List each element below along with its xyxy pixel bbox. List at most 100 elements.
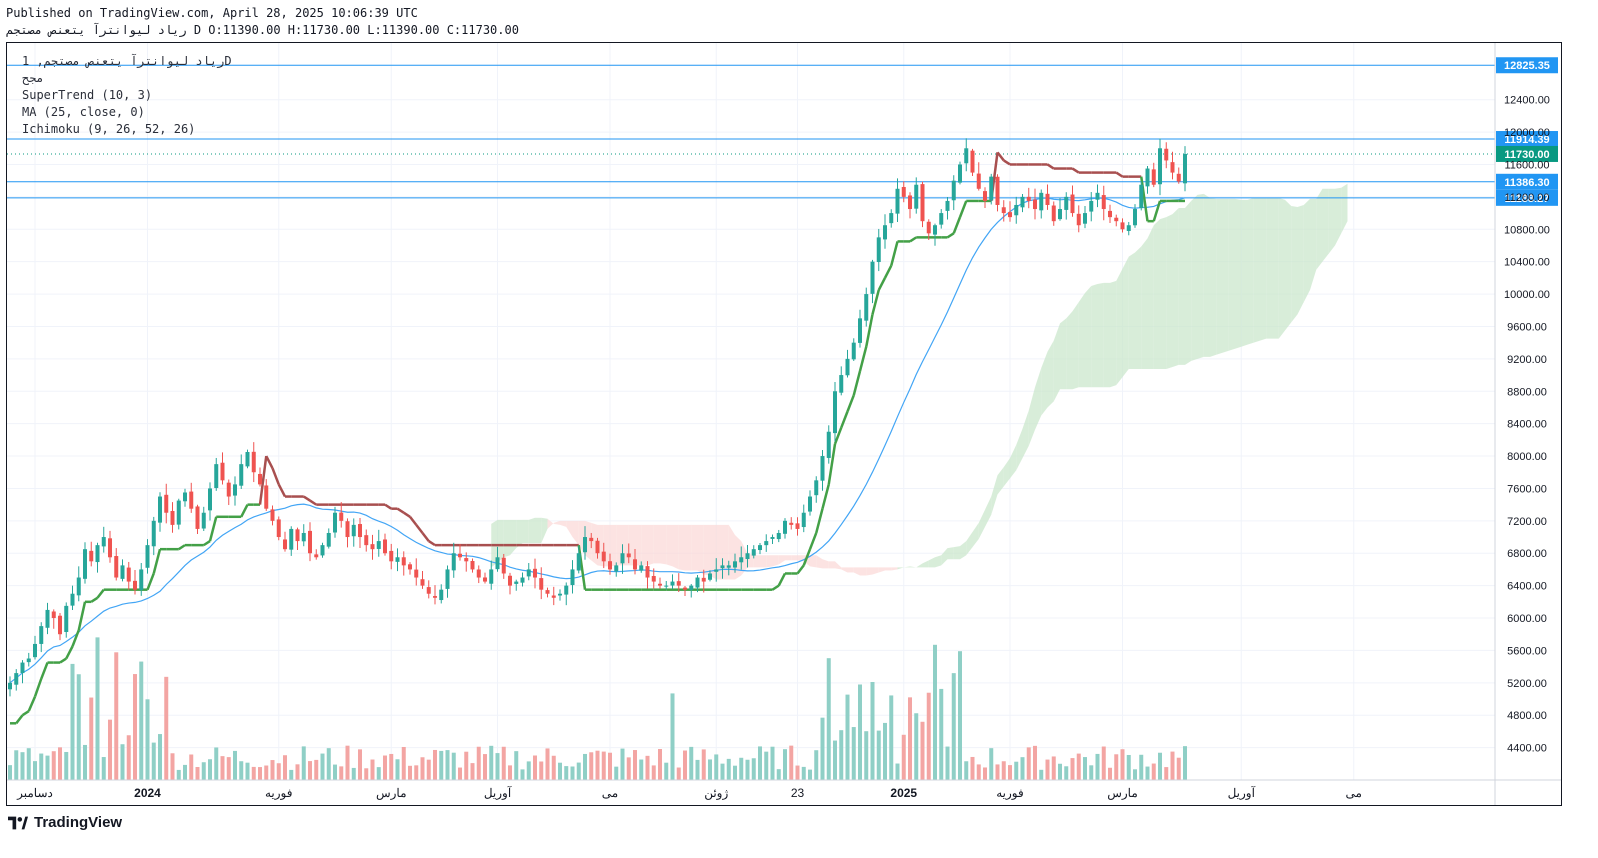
volume-bars xyxy=(8,637,1187,780)
volume-bar xyxy=(864,731,869,780)
volume-bar xyxy=(320,753,325,780)
supertrend-segment xyxy=(946,232,955,239)
supertrend-segment xyxy=(577,544,587,590)
candle-body xyxy=(108,538,112,558)
volume-bar xyxy=(1170,751,1175,780)
cloud-segment xyxy=(778,555,785,565)
candle-body xyxy=(795,523,800,529)
supertrend-segment xyxy=(802,548,812,566)
volume-bar xyxy=(814,750,819,780)
legend-supertrend[interactable]: SuperTrend (10, 3) xyxy=(22,88,153,102)
cloud-segment xyxy=(522,519,529,544)
candle-body xyxy=(470,560,475,570)
cloud-segment xyxy=(785,555,792,561)
candle-body xyxy=(139,569,144,590)
time-tick: فوریه xyxy=(996,786,1024,800)
candle-body xyxy=(833,391,837,434)
legend-ichimoku[interactable]: Ichimoku (9, 26, 52, 26) xyxy=(22,122,196,136)
cloud-segment xyxy=(1247,197,1254,345)
cloud-segment xyxy=(1328,188,1335,254)
cloud-segment xyxy=(735,535,742,580)
volume-bar xyxy=(258,767,262,780)
candle-body xyxy=(201,512,206,529)
price-chart[interactable]: 12825.35 11914.39 11386.30 11188.27 11730.00… xyxy=(7,43,1561,805)
volume-bar xyxy=(495,753,500,780)
volume-bar xyxy=(289,769,294,780)
legend-ma[interactable]: MA (25, close, 0) xyxy=(22,105,145,119)
candle-body xyxy=(1070,194,1075,214)
volume-bar xyxy=(333,764,337,780)
candle-body xyxy=(926,221,931,234)
volume-bar xyxy=(633,750,637,780)
volume-bar xyxy=(708,759,712,780)
candle-body xyxy=(508,575,512,586)
volume-bar xyxy=(601,751,606,780)
volume-bar xyxy=(108,719,112,780)
cloud-segment xyxy=(541,517,548,544)
candle-body xyxy=(608,561,612,570)
volume-bar xyxy=(426,759,431,780)
candle-body xyxy=(601,551,606,562)
supertrend-segment xyxy=(877,277,887,291)
volume-bar xyxy=(33,761,37,780)
volume-bar xyxy=(764,751,769,780)
price-tick: 8400.00 xyxy=(1507,419,1547,431)
cloud-segment xyxy=(991,475,998,515)
candle-body xyxy=(1170,162,1175,173)
volume-bar xyxy=(70,663,75,780)
candle-body xyxy=(589,537,594,542)
candle-body xyxy=(376,541,381,549)
cloud-segment xyxy=(1128,252,1135,369)
cloud-segment xyxy=(1316,188,1323,270)
candle-body xyxy=(1126,225,1131,231)
chart-panel[interactable]: 12825.35 11914.39 11386.30 11188.27 11730.00… xyxy=(6,42,1562,806)
price-tick: 4400.00 xyxy=(1507,743,1547,755)
volume-bar xyxy=(1139,754,1144,780)
candle-body xyxy=(620,553,625,564)
volume-bar xyxy=(1020,757,1025,780)
cloud-segment xyxy=(591,522,598,566)
cloud-segment xyxy=(1197,193,1204,359)
cloud-segment xyxy=(866,567,873,576)
volume-bar xyxy=(58,747,62,780)
volume-bar xyxy=(164,676,169,780)
level-label: 11386.30 xyxy=(1504,177,1549,189)
cloud-segment xyxy=(891,567,898,571)
price-tick: 9600.00 xyxy=(1507,321,1547,333)
candle-body xyxy=(464,558,469,562)
cloud-segment xyxy=(922,560,929,568)
price-axis: 4400.00 4800.00 5200.00 5600.00 6000.00 6400.… xyxy=(1494,43,1550,805)
candle-body xyxy=(1008,212,1012,218)
candle-body xyxy=(151,520,156,547)
time-tick: 2025 xyxy=(890,786,917,800)
candle-body xyxy=(1058,209,1062,220)
brand-name: TradingView xyxy=(34,814,123,831)
time-tick: 23 xyxy=(791,786,805,800)
volume-bar xyxy=(383,755,387,780)
candle-body xyxy=(739,557,744,563)
candle-body xyxy=(576,553,581,571)
supertrend-segment xyxy=(1152,200,1162,222)
volume-bar xyxy=(376,767,381,780)
supertrend-segment xyxy=(258,455,268,505)
cloud-segment xyxy=(847,567,854,573)
cloud-segment xyxy=(1078,293,1085,388)
cloud-segment xyxy=(1291,205,1298,323)
candle-body xyxy=(58,615,62,635)
candle-body xyxy=(14,673,19,685)
time-tick: می xyxy=(602,786,618,800)
candle-body xyxy=(651,575,656,582)
volume-bar xyxy=(526,761,531,780)
volume-bar xyxy=(370,759,375,780)
candle-body xyxy=(845,358,850,376)
cloud-segment xyxy=(497,519,504,563)
candle-body xyxy=(851,342,856,360)
volume-bar xyxy=(570,766,575,780)
candle-body xyxy=(595,540,600,554)
volume-bar xyxy=(945,746,950,780)
level-label-bg xyxy=(1496,173,1558,190)
supertrend-segment xyxy=(1115,171,1124,178)
cloud-segment xyxy=(916,563,923,568)
volume-bar xyxy=(614,766,619,780)
candle-body xyxy=(839,375,844,393)
